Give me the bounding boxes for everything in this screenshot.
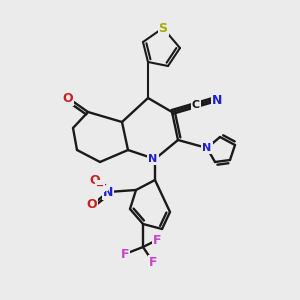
Text: F: F xyxy=(121,248,129,260)
Text: +: + xyxy=(99,180,107,190)
Text: N: N xyxy=(103,185,113,199)
Text: F: F xyxy=(149,256,157,268)
Text: O: O xyxy=(63,92,73,104)
Text: S: S xyxy=(158,22,167,34)
Text: C: C xyxy=(192,100,200,110)
Text: N: N xyxy=(212,94,222,106)
Text: F: F xyxy=(153,233,161,247)
Text: N: N xyxy=(148,154,158,164)
Text: O: O xyxy=(90,173,100,187)
Text: −: − xyxy=(96,181,104,191)
Text: O: O xyxy=(87,199,97,212)
Text: N: N xyxy=(202,143,211,153)
